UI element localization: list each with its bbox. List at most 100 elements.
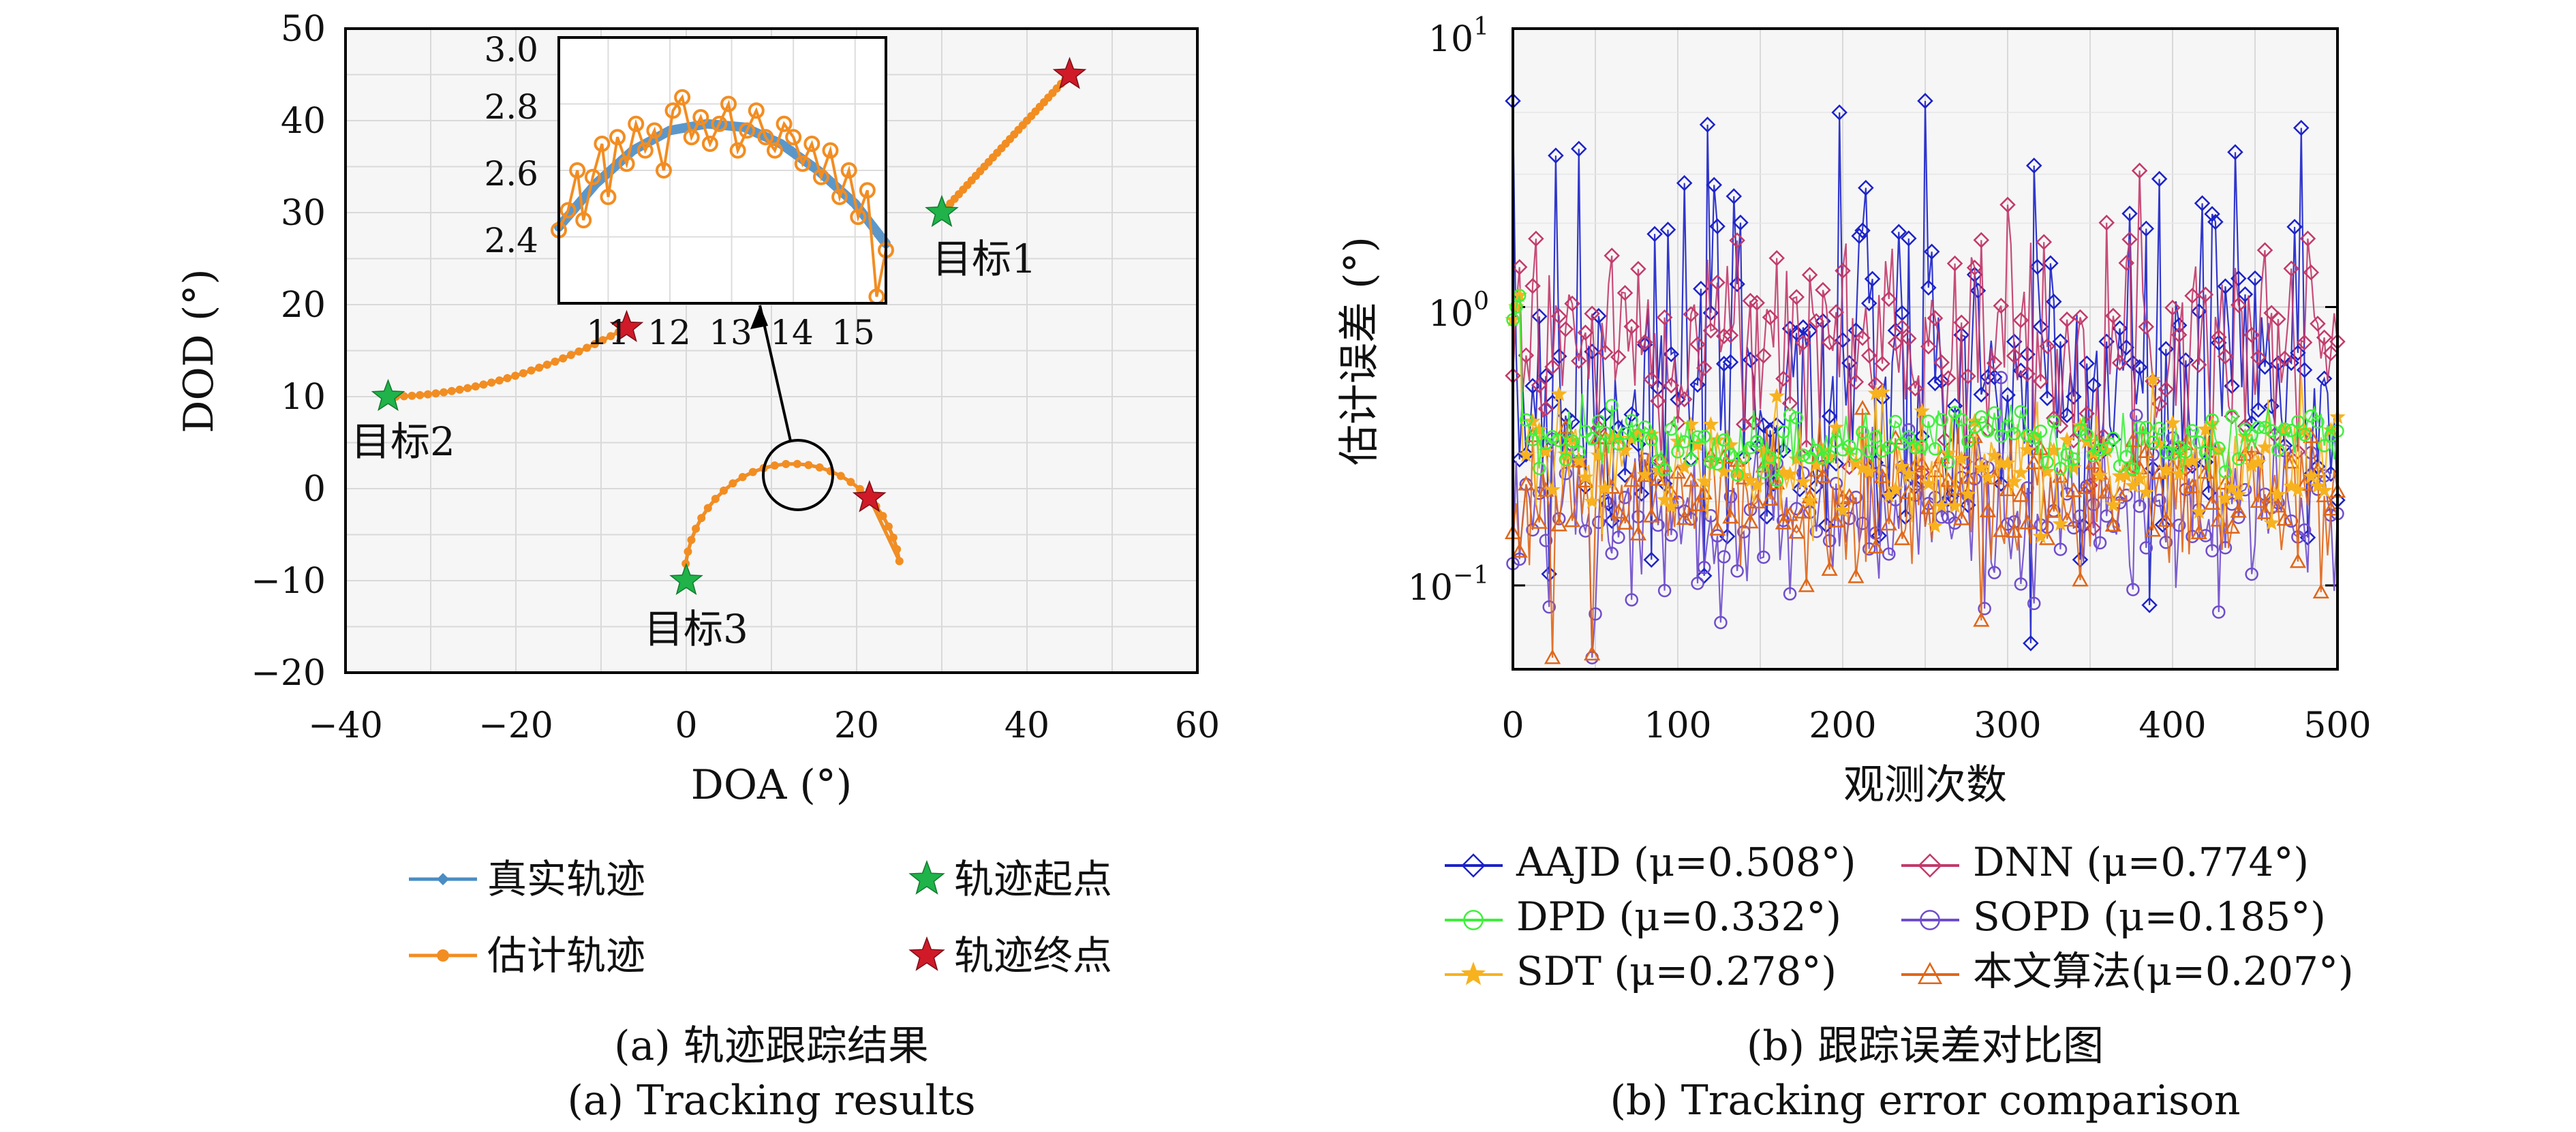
series-marker — [1829, 476, 1843, 491]
series-marker — [1730, 564, 1744, 578]
series-marker — [1704, 455, 1718, 469]
series-marker — [1557, 418, 1574, 434]
series-marker — [2032, 527, 2049, 544]
series-marker — [2121, 231, 2138, 248]
series-marker — [1946, 255, 1963, 272]
series-marker — [1835, 262, 1851, 279]
series-marker — [1683, 472, 1700, 487]
legend-true-track: 真实轨迹 — [409, 856, 645, 902]
right-xlabel: 观测次数 — [1843, 761, 2007, 809]
series-marker — [1854, 460, 1871, 476]
legend-start: 轨迹起点 — [908, 856, 1112, 902]
series-marker — [1638, 453, 1652, 466]
series-marker — [1994, 371, 2008, 384]
series-marker — [1571, 352, 1587, 369]
series-marker — [1631, 428, 1645, 442]
series-marker — [1999, 455, 2016, 470]
legend-end-label: 轨迹终点 — [954, 932, 1112, 979]
series-marker — [1636, 466, 1653, 483]
series-marker — [1537, 400, 1554, 417]
series-marker — [2256, 242, 2273, 258]
series-marker — [2286, 219, 2303, 235]
series-marker — [1526, 523, 1539, 537]
est-track-point — [519, 369, 527, 378]
series-marker — [2158, 512, 2175, 527]
series-marker — [2223, 519, 2241, 534]
series-marker — [2045, 293, 2062, 310]
series-marker — [1801, 492, 1818, 508]
inset-ytick: 2.6 — [484, 154, 538, 194]
series-marker — [1874, 384, 1890, 399]
inset-est-point — [739, 122, 756, 139]
series-marker — [1684, 453, 1698, 467]
series-marker — [1717, 550, 1731, 564]
est-track-point — [684, 547, 692, 556]
series-marker — [2111, 354, 2128, 371]
series-marker — [1993, 297, 2010, 314]
series-marker — [1993, 522, 2010, 537]
series-marker — [1927, 517, 1944, 533]
series-marker — [2207, 213, 2224, 230]
series-marker — [2113, 459, 2127, 473]
left-xtick: 20 — [834, 705, 879, 746]
est-track-point — [583, 343, 592, 352]
series-marker — [2243, 326, 2260, 343]
series-marker — [2293, 119, 2310, 136]
series-marker — [1526, 433, 1539, 446]
est-track-point — [729, 479, 737, 488]
series-marker — [1531, 377, 1548, 393]
series-marker — [1518, 475, 1535, 491]
series-marker — [2085, 377, 2102, 393]
series-marker — [2192, 435, 2206, 449]
series-marker — [1893, 530, 1911, 545]
caption-b-en: (b) Tracking error comparison — [1610, 1077, 2240, 1125]
series-marker — [1657, 583, 1672, 598]
series-marker — [2159, 445, 2173, 459]
series-marker — [2052, 418, 2069, 434]
series-marker — [1933, 373, 1950, 389]
series-marker — [1942, 455, 1955, 469]
inset-est-point — [794, 155, 811, 172]
series-marker — [1656, 491, 1673, 507]
series-marker — [2256, 438, 2273, 455]
series-marker — [1650, 393, 1666, 410]
series-marker — [1742, 513, 1759, 529]
est-track-point — [692, 524, 701, 533]
series-marker — [1544, 481, 1561, 498]
right-ytick-1e1: 101 — [1428, 13, 1489, 60]
series-marker — [1605, 547, 1619, 560]
series-marker — [1973, 459, 1990, 475]
series-marker — [1757, 550, 1770, 564]
est-track-point — [399, 392, 408, 401]
series-marker — [2019, 365, 2036, 382]
inset-xtick: 14 — [770, 313, 814, 352]
end-star-icon — [1052, 57, 1087, 89]
series-marker — [2283, 260, 2300, 277]
series-marker — [2190, 524, 2207, 540]
series-line — [1512, 170, 2339, 529]
series-marker — [1649, 470, 1667, 486]
series-marker — [1643, 551, 1660, 568]
series-marker — [1563, 512, 1581, 527]
inset-xtick: 11 — [586, 313, 630, 352]
start-star-icon — [925, 194, 959, 228]
series-marker — [2283, 354, 2300, 371]
series-marker — [1699, 117, 1716, 133]
series-marker — [1546, 430, 1559, 444]
series-marker — [1920, 279, 1937, 296]
series-marker — [1702, 416, 1719, 432]
series-marker — [2171, 465, 2188, 481]
series-marker — [2106, 431, 2120, 446]
series-marker — [1768, 474, 1785, 490]
series-marker — [1711, 457, 1724, 471]
series-marker — [1571, 140, 1587, 157]
series-marker — [1584, 305, 1600, 322]
zoom-circle — [762, 439, 834, 511]
inset-est-point — [692, 109, 709, 125]
series-marker — [1999, 386, 2016, 403]
series-marker — [2198, 446, 2213, 459]
est-track-point — [703, 504, 712, 513]
series-marker — [1729, 276, 1745, 292]
series-marker — [2296, 476, 2313, 491]
series-marker — [2072, 551, 2089, 568]
